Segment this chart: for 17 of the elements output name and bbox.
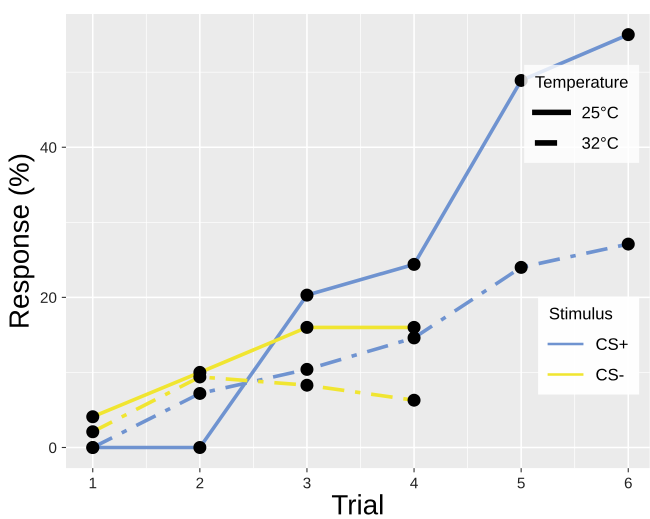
x-tick-label: 6 [624,478,632,488]
annotation: Stimulus [550,307,612,320]
y-tick-label: 20 [40,292,56,304]
legend-title: Temperature [535,76,628,92]
x-tick-label: 5 [518,478,525,488]
y-tick-label: 0 [49,442,56,454]
legend-label: CS+ [596,338,628,350]
legend-label: 25°C [582,106,618,118]
y-axis-title: Response (%) [8,154,34,327]
legend-label: 32°C [582,137,618,149]
x-tick-label: 1 [90,478,96,488]
legend-label: CS- [596,368,624,381]
x-tick-label: 2 [196,478,204,488]
y-tick-label: 40 [40,142,56,153]
x-tick-label: 4 [410,478,418,488]
x-tick-label: 3 [303,478,311,488]
x-axis-title: Trial [332,494,382,515]
